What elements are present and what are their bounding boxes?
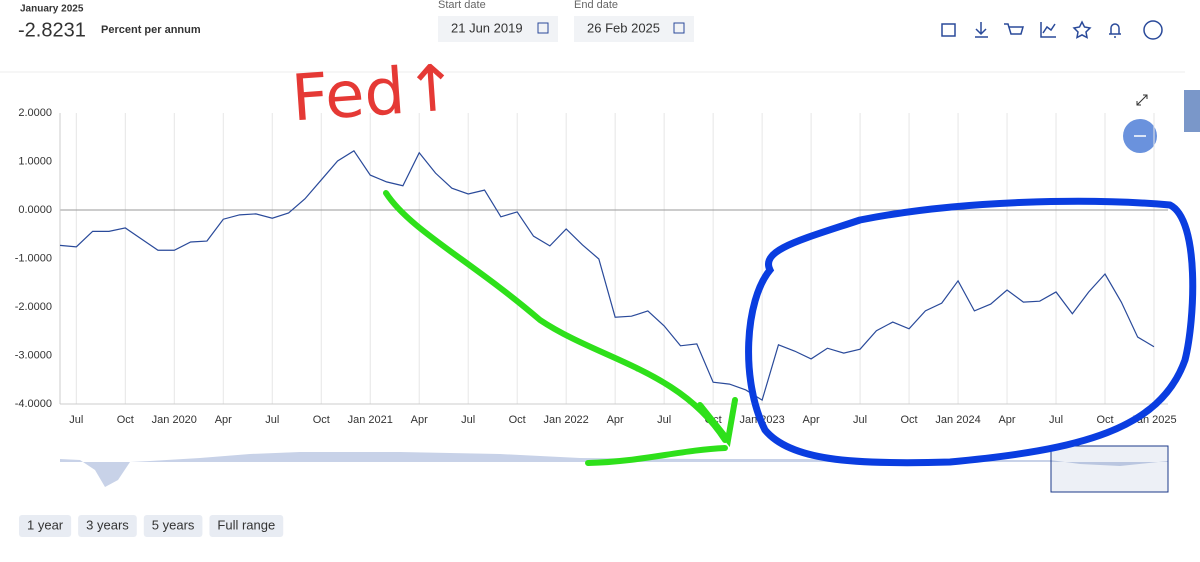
- y-tick-label: -3.0000: [15, 349, 52, 361]
- range-button[interactable]: [19, 515, 72, 537]
- x-tick-label: Oct: [117, 414, 134, 426]
- toolbar: [941, 20, 1163, 40]
- start-date: 21 Jun 2019: [451, 20, 523, 35]
- x-tick-label: Jul: [265, 414, 279, 426]
- end-date: 26 Feb 2025: [587, 20, 660, 35]
- x-tick-label: Jan 2022: [544, 414, 589, 426]
- chart-icon[interactable]: [1040, 22, 1056, 38]
- x-tick-label: Jul: [657, 414, 671, 426]
- calendar-icon[interactable]: [673, 22, 685, 34]
- y-tick-label: 2.0000: [18, 107, 52, 119]
- start-label: Start date: [438, 0, 486, 11]
- end-label: End date: [574, 0, 618, 11]
- x-tick-label: Apr: [803, 414, 820, 426]
- green-arrow: [383, 190, 738, 466]
- y-tick-label: -2.0000: [15, 301, 52, 313]
- x-tick-label: Apr: [607, 414, 624, 426]
- unit: Percent per annum: [101, 24, 201, 36]
- y-tick-label: -4.0000: [15, 398, 52, 410]
- bell-icon[interactable]: [1109, 23, 1121, 38]
- range-buttons: 1 year 3 years 5 years Full range: [19, 515, 284, 537]
- y-tick-label: 1.0000: [18, 155, 52, 167]
- range-button[interactable]: [78, 515, 137, 537]
- x-tick-label: Jan 2024: [935, 414, 980, 426]
- navigator-window[interactable]: [1050, 445, 1169, 493]
- plot: Jul Oct Jan 2020 Apr Jul Oct Jan 2021 Apr Jul Oct…: [15, 107, 1177, 426]
- line: [59, 150, 1155, 402]
- blue-ellipse: [745, 197, 1197, 467]
- x-tick-label: Jan 2021: [348, 414, 393, 426]
- range-label: 1 year: [27, 517, 64, 532]
- x-tick-label: Oct: [1096, 414, 1113, 426]
- x-tick-label: Oct: [313, 414, 330, 426]
- menu-icon[interactable]: [1143, 20, 1163, 40]
- range-label: 3 years: [86, 517, 129, 532]
- x-tick-label: Jan 2020: [152, 414, 197, 426]
- x-tick-label: Oct: [509, 414, 526, 426]
- download-icon[interactable]: [975, 22, 988, 38]
- x-tick-label: Apr: [215, 414, 232, 426]
- x-tick-label: Jul: [69, 414, 83, 426]
- x-tick-label: Apr: [998, 414, 1015, 426]
- calendar-icon[interactable]: [537, 22, 549, 34]
- value: -2.8231: [18, 19, 86, 41]
- range-button[interactable]: [143, 515, 203, 537]
- x-tick-label: Jul: [853, 414, 867, 426]
- cart-icon[interactable]: [1004, 23, 1024, 35]
- side-tab[interactable]: [1184, 90, 1200, 132]
- x-tick-label: Jul: [1049, 414, 1063, 426]
- x-tick-label: Oct: [901, 414, 918, 426]
- star-icon[interactable]: [1072, 20, 1092, 39]
- y-tick-label: 0.0000: [18, 204, 52, 216]
- expand-icon[interactable]: [1136, 94, 1148, 106]
- x-tick-label: Jul: [461, 414, 475, 426]
- range-button[interactable]: [209, 515, 284, 537]
- annotation: Fed↑: [289, 51, 461, 136]
- period: January 2025: [20, 4, 84, 15]
- x-tick-label: Apr: [411, 414, 428, 426]
- range-label: 5 years: [152, 517, 195, 532]
- range-label: Full range: [217, 517, 275, 532]
- table-icon[interactable]: [941, 23, 956, 37]
- y-tick-label: -1.0000: [15, 252, 52, 264]
